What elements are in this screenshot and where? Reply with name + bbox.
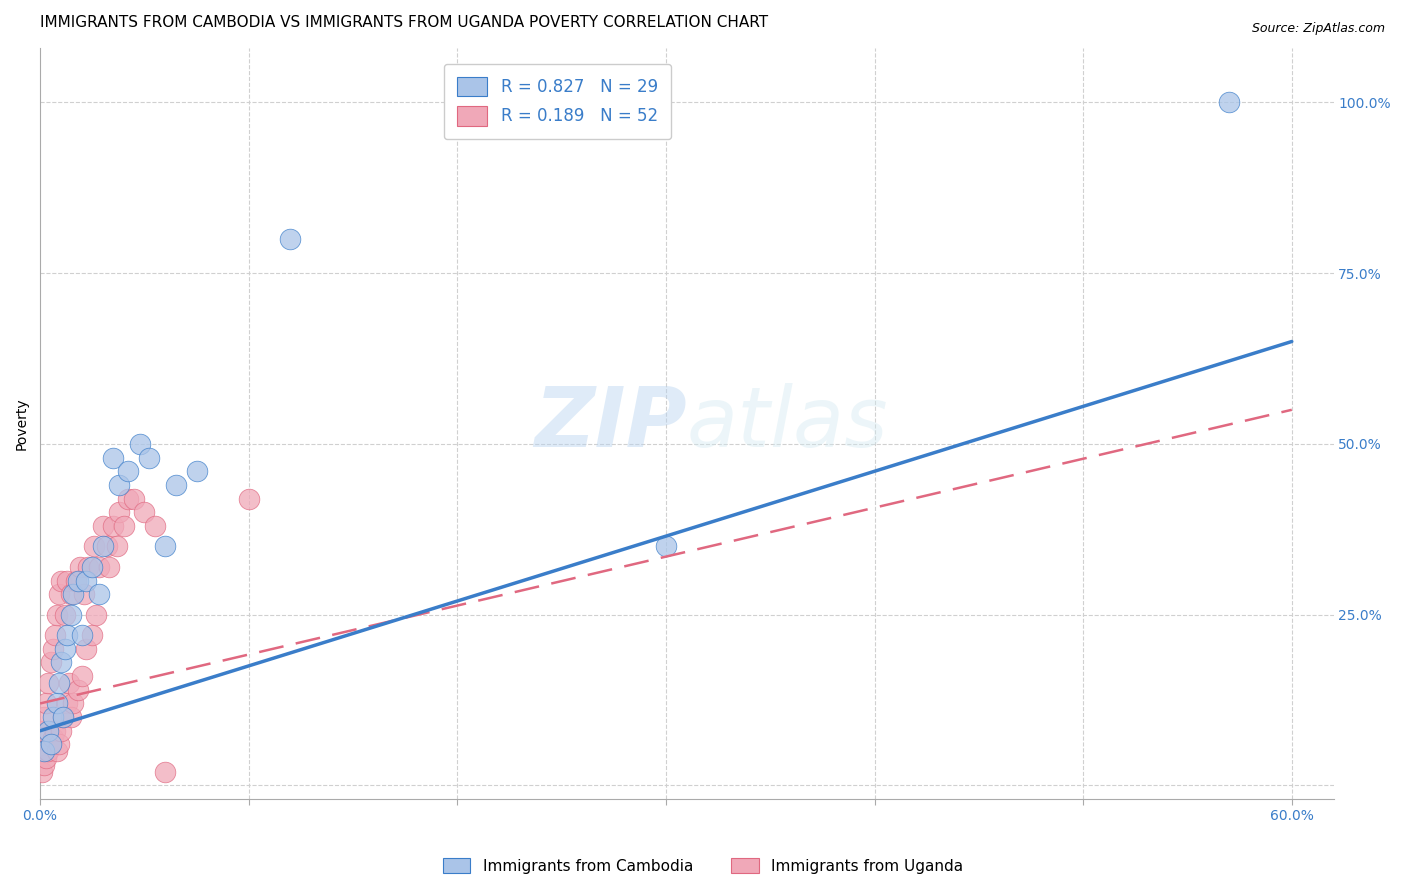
Point: [37, 744, 59, 758]
Y-axis label: Poverty: Poverty: [15, 397, 30, 450]
Point: [35, 697, 58, 711]
Point: [73, 587, 96, 601]
Point: [122, 491, 145, 506]
Legend: Immigrants from Cambodia, Immigrants from Uganda: Immigrants from Cambodia, Immigrants fro…: [437, 852, 969, 880]
Point: [91, 519, 114, 533]
Point: [52, 710, 75, 724]
Point: [32, 744, 55, 758]
Point: [39, 656, 62, 670]
Point: [112, 519, 135, 533]
Point: [70, 669, 93, 683]
Point: [66, 574, 89, 588]
Point: [238, 491, 260, 506]
Point: [138, 450, 160, 465]
Point: [41, 641, 63, 656]
Point: [87, 587, 110, 601]
Point: [86, 607, 108, 622]
Point: [39, 738, 62, 752]
Text: IMMIGRANTS FROM CAMBODIA VS IMMIGRANTS FROM UGANDA POVERTY CORRELATION CHART: IMMIGRANTS FROM CAMBODIA VS IMMIGRANTS F…: [41, 15, 768, 30]
Point: [280, 232, 302, 246]
Point: [49, 656, 72, 670]
Point: [97, 559, 120, 574]
Point: [117, 491, 139, 506]
Point: [105, 540, 128, 554]
Point: [41, 710, 63, 724]
Point: [1218, 95, 1240, 110]
Point: [32, 758, 55, 772]
Text: Source: ZipAtlas.com: Source: ZipAtlas.com: [1251, 22, 1385, 36]
Point: [108, 505, 131, 519]
Point: [134, 505, 156, 519]
Point: [655, 540, 678, 554]
Point: [48, 676, 70, 690]
Point: [62, 587, 84, 601]
Point: [60, 710, 83, 724]
Point: [66, 682, 89, 697]
Point: [41, 731, 63, 745]
Point: [53, 641, 76, 656]
Point: [77, 559, 100, 574]
Point: [60, 587, 83, 601]
Point: [101, 519, 124, 533]
Point: [65, 574, 87, 588]
Point: [44, 628, 66, 642]
Legend: R = 0.827   N = 29, R = 0.189   N = 52: R = 0.827 N = 29, R = 0.189 N = 52: [444, 63, 671, 139]
Point: [56, 628, 79, 642]
Point: [44, 723, 66, 738]
Point: [60, 607, 83, 622]
Point: [49, 574, 72, 588]
Point: [108, 478, 131, 492]
Point: [117, 464, 139, 478]
Point: [129, 437, 152, 451]
Point: [101, 450, 124, 465]
Point: [37, 723, 59, 738]
Point: [155, 764, 177, 779]
Point: [49, 723, 72, 738]
Point: [62, 697, 84, 711]
Point: [35, 751, 58, 765]
Point: [70, 628, 93, 642]
Point: [75, 574, 97, 588]
Point: [31, 723, 53, 738]
Point: [48, 738, 70, 752]
Point: [31, 764, 53, 779]
Point: [83, 540, 105, 554]
Point: [56, 574, 79, 588]
Point: [58, 676, 80, 690]
Point: [39, 738, 62, 752]
Point: [37, 676, 59, 690]
Point: [143, 519, 166, 533]
Point: [69, 559, 91, 574]
Point: [32, 710, 55, 724]
Text: atlas: atlas: [686, 383, 889, 464]
Point: [45, 607, 67, 622]
Point: [56, 697, 79, 711]
Point: [45, 744, 67, 758]
Point: [82, 628, 104, 642]
Point: [91, 540, 114, 554]
Point: [52, 710, 75, 724]
Point: [75, 641, 97, 656]
Point: [48, 587, 70, 601]
Point: [53, 607, 76, 622]
Point: [82, 559, 104, 574]
Point: [96, 540, 118, 554]
Point: [87, 559, 110, 574]
Point: [155, 540, 177, 554]
Text: ZIP: ZIP: [534, 383, 686, 464]
Point: [186, 464, 208, 478]
Point: [165, 478, 187, 492]
Point: [45, 697, 67, 711]
